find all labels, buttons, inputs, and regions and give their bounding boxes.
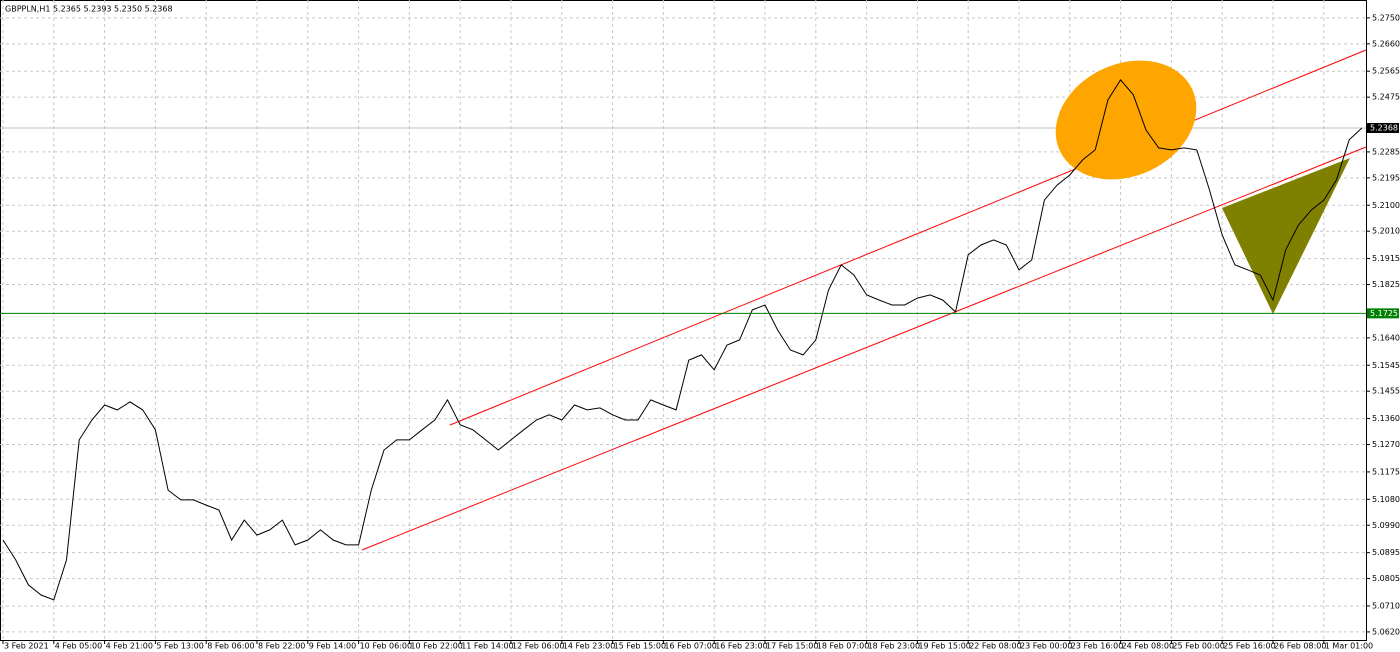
x-tick-label: 3 Feb 2021 (4, 642, 49, 651)
x-tick-label: 1 Mar 01:00 (1325, 642, 1373, 651)
x-tick-label: 25 Feb 00:00 (1172, 642, 1224, 651)
channel-upper (449, 49, 1367, 426)
y-tick-label: 5.2195 (1372, 173, 1400, 182)
x-tick-label: 23 Feb 00:00 (1020, 642, 1072, 651)
x-tick-label: 18 Feb 07:00 (817, 642, 869, 651)
y-tick-label: 5.0895 (1372, 548, 1400, 557)
y-tick-label: 5.1915 (1372, 254, 1400, 263)
x-tick-label: 14 Feb 23:00 (563, 642, 615, 651)
y-tick-label: 5.1175 (1372, 467, 1400, 476)
x-tick-label: 24 Feb 08:00 (1122, 642, 1174, 651)
y-tick-label: 5.0805 (1372, 574, 1400, 583)
chart-title: GBPPLN,H1 5.2365 5.2393 5.2350 5.2368 (5, 5, 173, 14)
y-tick-label: 5.1545 (1372, 361, 1400, 370)
highlight-triangle (1222, 158, 1350, 314)
y-tick-label: 5.1270 (1372, 440, 1400, 449)
x-tick-label: 8 Feb 22:00 (258, 642, 305, 651)
y-tick-label: 5.2010 (1372, 227, 1400, 236)
x-tick-label: 19 Feb 15:00 (918, 642, 970, 651)
y-tick-label: 5.2660 (1372, 39, 1400, 48)
x-tick-label: 16 Feb 07:00 (664, 642, 716, 651)
x-tick-label: 4 Feb 05:00 (55, 642, 102, 651)
grid (0, 0, 1366, 640)
y-tick-label: 5.2285 (1372, 147, 1400, 156)
y-tick-label: 5.1360 (1372, 414, 1400, 423)
y-tick-label: 5.1825 (1372, 280, 1400, 289)
x-tick-label: 17 Feb 15:00 (766, 642, 818, 651)
level-label-box (1367, 308, 1399, 319)
y-tick-label: 5.0710 (1372, 601, 1400, 610)
highlight-ellipse (1055, 60, 1197, 180)
price-line (2, 79, 1363, 601)
x-tick-label: 4 Feb 21:00 (106, 642, 153, 651)
x-tick-label: 15 Feb 15:00 (614, 642, 666, 651)
last-price-box (1367, 123, 1399, 133)
x-tick-label: 5 Feb 13:00 (156, 642, 203, 651)
x-tick-label: 25 Feb 16:00 (1223, 642, 1275, 651)
x-tick-label: 22 Feb 08:00 (969, 642, 1021, 651)
y-tick-label: 5.2475 (1372, 93, 1400, 102)
x-tick-label: 9 Feb 14:00 (309, 642, 356, 651)
y-tick-label: 5.1640 (1372, 333, 1400, 342)
y-tick-label: 5.2565 (1372, 67, 1400, 76)
x-tick-label: 23 Feb 16:00 (1071, 642, 1123, 651)
x-tick-label: 16 Feb 23:00 (715, 642, 767, 651)
y-tick-label: 5.2100 (1372, 201, 1400, 210)
last-price-label: 5.2368 (1370, 124, 1398, 133)
y-tick-label: 5.1080 (1372, 495, 1400, 504)
x-tick-label: 18 Feb 23:00 (868, 642, 920, 651)
x-tick-label: 11 Feb 14:00 (461, 642, 513, 651)
x-tick-label: 12 Feb 06:00 (512, 642, 564, 651)
y-tick-label: 5.2750 (1372, 13, 1400, 22)
x-tick-label: 8 Feb 06:00 (207, 642, 254, 651)
x-tick-label: 10 Feb 22:00 (410, 642, 462, 651)
y-tick-label: 5.0620 (1372, 627, 1400, 636)
marks (0, 79, 1366, 601)
x-tick-label: 26 Feb 08:00 (1274, 642, 1326, 651)
y-tick-label: 5.0990 (1372, 521, 1400, 530)
level-label: 5.1725 (1370, 309, 1398, 318)
x-tick-label: 10 Feb 06:00 (360, 642, 412, 651)
y-tick-label: 5.1455 (1372, 387, 1400, 396)
channel-lower (361, 146, 1367, 551)
